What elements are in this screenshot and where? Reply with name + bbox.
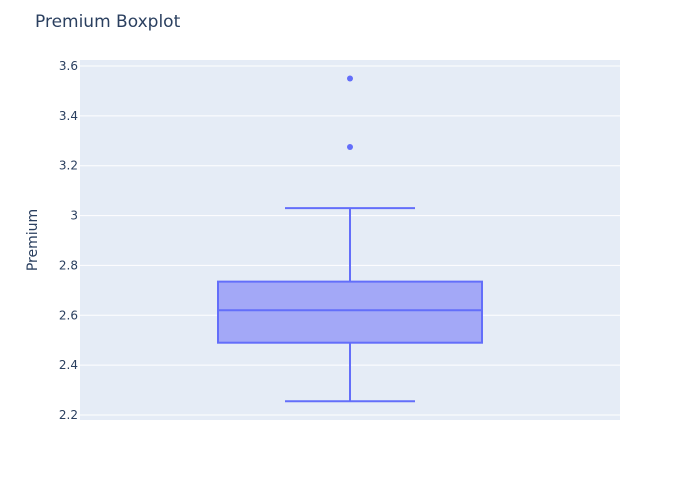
outlier-point (347, 75, 353, 82)
box-series (217, 75, 483, 403)
outlier-point (347, 144, 353, 151)
y-tick-label: 2.4 (59, 358, 78, 372)
y-tick-label: 3 (70, 209, 78, 223)
chart-title: Premium Boxplot (35, 12, 181, 32)
y-axis-ticks: 2.2 2.4 2.6 2.8 3 3.2 3.4 3.6 (59, 59, 78, 422)
y-axis-title: Premium (25, 209, 41, 271)
y-tick-label: 2.8 (59, 258, 78, 272)
y-tick-label: 2.2 (59, 408, 78, 422)
y-tick-label: 3.6 (59, 59, 78, 73)
y-tick-label: 3.4 (59, 109, 78, 123)
interquartile-box (217, 280, 483, 344)
y-tick-label: 3.2 (59, 159, 78, 173)
y-tick-label: 2.6 (59, 308, 78, 322)
